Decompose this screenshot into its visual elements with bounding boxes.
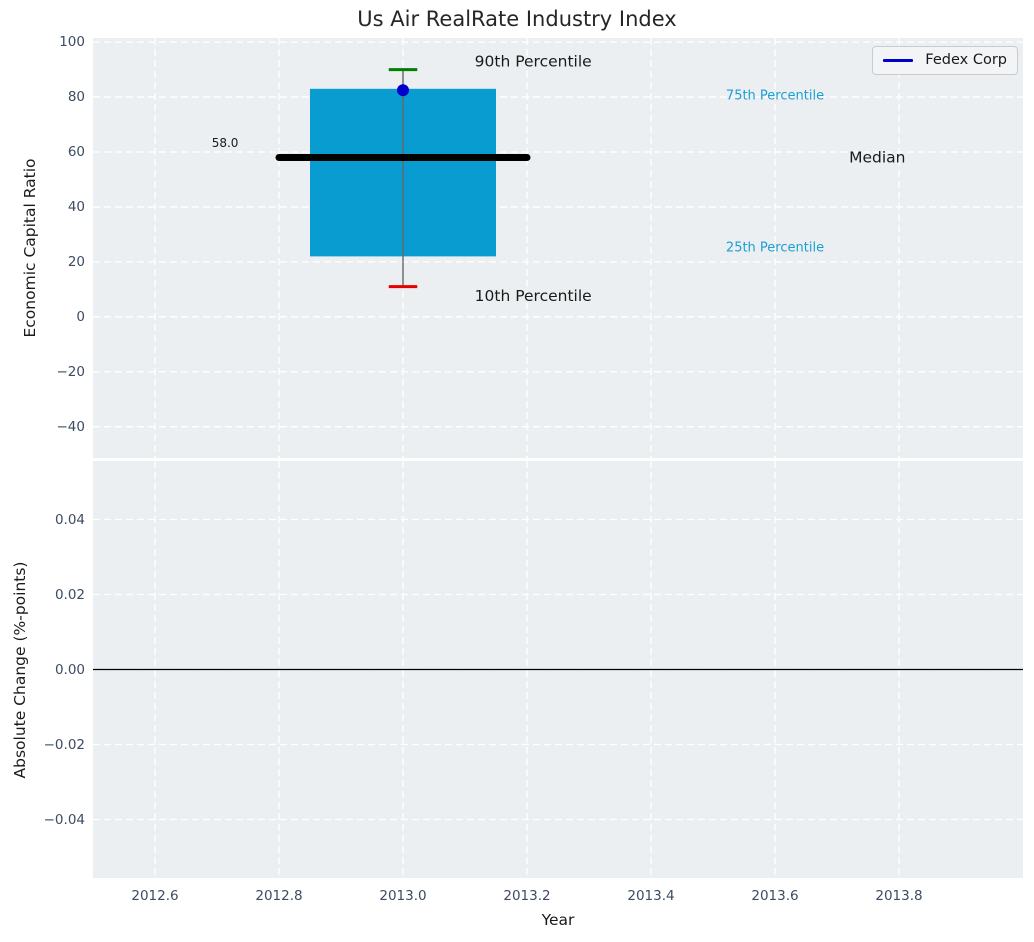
y-axis-label-top: Economic Capital Ratio <box>21 158 39 338</box>
x-tick-label: 2013.8 <box>875 888 923 904</box>
x-tick-label: 2013.6 <box>751 888 799 904</box>
change-plot-canvas <box>93 461 1023 878</box>
y-tick-label: −40 <box>56 418 86 435</box>
y-axis-label-bottom: Absolute Change (%-points) <box>11 561 29 779</box>
y-tick-label: 40 <box>67 198 85 215</box>
x-axis-label: Year <box>541 911 575 929</box>
y-tick-label: −0.02 <box>43 736 85 753</box>
axes-economic-capital-ratio: 90th Percentile 75th Percentile Median 25th… <box>93 38 1023 458</box>
y-tick-label: 80 <box>67 89 85 106</box>
legend-label: Fedex Corp <box>925 52 1007 68</box>
y-tick-label: −20 <box>56 363 86 380</box>
company-marker <box>397 84 409 97</box>
annotation: 25th Percentile <box>726 240 824 255</box>
annotation: Median <box>849 148 905 166</box>
y-tick-label: 0.02 <box>54 586 85 603</box>
x-tick-label: 2013.0 <box>379 888 427 904</box>
y-tick-label: 0 <box>76 308 85 325</box>
x-tick-label: 2013.2 <box>503 888 551 904</box>
annotation: 90th Percentile <box>475 52 592 70</box>
x-tick-label: 2012.6 <box>131 888 179 904</box>
y-tick-label: 0.04 <box>54 511 85 528</box>
axes-absolute-change <box>93 461 1023 878</box>
y-tick-label: 100 <box>59 34 85 51</box>
y-tick-label: −0.04 <box>43 811 85 828</box>
annotation: 75th Percentile <box>726 88 824 103</box>
y-tick-label: 20 <box>67 253 85 270</box>
y-tick-label: 0.00 <box>54 661 85 678</box>
annotation: 58.0 <box>212 136 239 150</box>
y-tick-label: 60 <box>67 143 85 160</box>
legend: Fedex Corp <box>872 46 1018 75</box>
annotation: 10th Percentile <box>475 287 592 305</box>
x-tick-label: 2013.4 <box>627 888 675 904</box>
box-plot-canvas: 90th Percentile 75th Percentile Median 25th… <box>93 38 1023 458</box>
chart-title: Us Air RealRate Industry Index <box>357 7 677 31</box>
legend-line-swatch <box>883 59 914 62</box>
x-tick-label: 2012.8 <box>255 888 303 904</box>
